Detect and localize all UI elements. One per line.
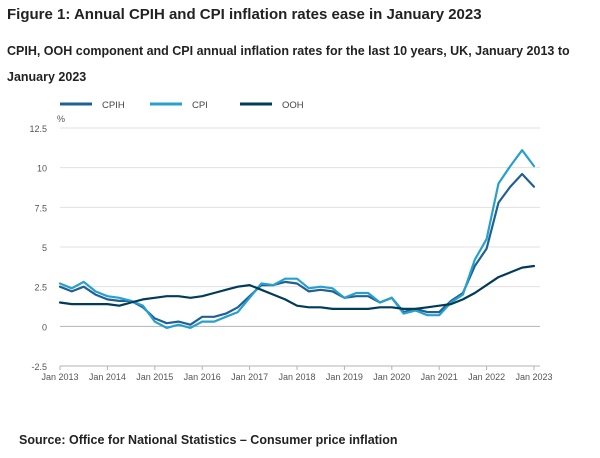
source-note: Source: Office for National Statistics –… <box>19 433 398 447</box>
chart-subtitle: CPIH, OOH component and CPI annual infla… <box>7 44 570 84</box>
x-tick-label: Jan 2022 <box>468 372 505 382</box>
x-tick-label: Jan 2019 <box>326 372 363 382</box>
x-tick-label: Jan 2017 <box>231 372 268 382</box>
x-tick-label: Jan 2021 <box>421 372 458 382</box>
y-tick-label: 2.5 <box>34 283 47 293</box>
legend-label-cpi: CPI <box>192 100 208 111</box>
y-tick-label: 12.5 <box>29 124 47 134</box>
x-tick-label: Jan 2015 <box>136 372 173 382</box>
legend-label-cpih: CPIH <box>102 100 125 111</box>
legend-label-ooh: OOH <box>282 100 304 111</box>
x-tick-label: Jan 2013 <box>41 372 78 382</box>
series-line-ooh <box>58 264 536 310</box>
y-tick-label: 0 <box>42 322 47 332</box>
y-unit-label: % <box>57 114 65 124</box>
x-tick-label: Jan 2023 <box>515 372 552 382</box>
line-chart: -2.5 0 2.5 5 7.5 10 12.5% Jan 2013 Jan 2014 Jan 2… <box>29 100 552 382</box>
x-tick-label: Jan 2016 <box>184 372 221 382</box>
y-tick-label: 7.5 <box>34 203 47 213</box>
chart-title: Figure 1: Annual CPIH and CPI inflation … <box>7 6 482 23</box>
y-tick-label: -2.5 <box>31 362 47 372</box>
x-tick-label: Jan 2014 <box>89 372 126 382</box>
x-tick-label: Jan 2018 <box>278 372 315 382</box>
x-tick-label: Jan 2020 <box>373 372 410 382</box>
y-tick-label: 5 <box>42 243 47 253</box>
series-line-cpi <box>58 149 536 329</box>
y-tick-label: 10 <box>37 164 47 174</box>
